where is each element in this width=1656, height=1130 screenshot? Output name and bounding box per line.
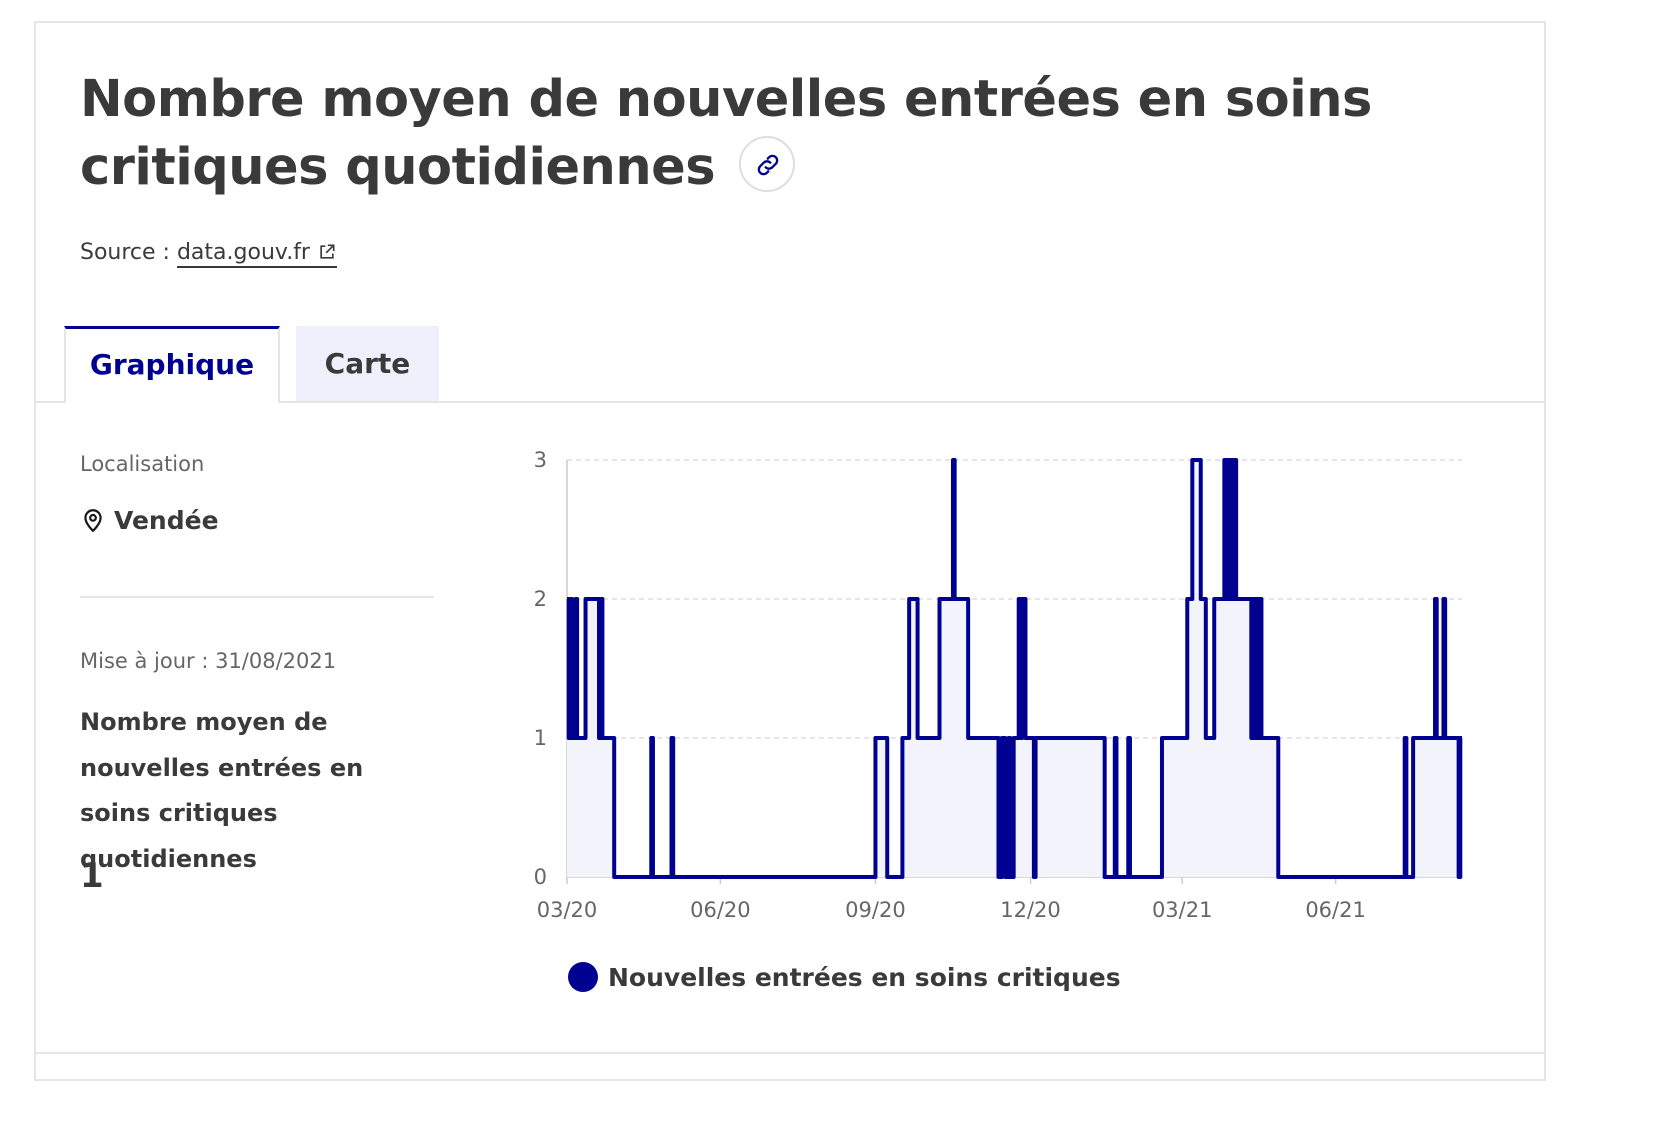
source-line: Source : data.gouv.fr [80,240,337,268]
x-tick-label: 06/20 [690,898,751,922]
y-tick-label: 1 [534,726,547,750]
y-tick-label: 2 [534,587,547,611]
tabs-baseline [34,401,1546,403]
chart: 0 1 2 3 03/20 06/20 09/20 12/20 03/21 06/21 [534,448,1463,922]
card-bottom-divider [34,1052,1546,1054]
external-link-icon [320,244,335,259]
location-name: Vendée [114,506,219,535]
tab-carte[interactable]: Carte [296,326,439,401]
page-title: Nombre moyen de nouvelles entrées en soi… [80,70,1372,197]
indicator-card [34,21,1546,1081]
update-date: Mise à jour : 31/08/2021 [80,649,337,673]
source-prefix: Source : [80,240,177,265]
legend-dot [568,962,598,992]
x-tick-label: 09/20 [845,898,906,922]
y-tick-label: 0 [534,865,547,889]
tab-graphique[interactable]: Graphique [64,326,280,403]
x-tick-label: 06/21 [1305,898,1366,922]
x-tick-label: 03/21 [1152,898,1213,922]
side-divider [80,596,434,598]
map-pin-icon [84,509,102,533]
copy-link-button[interactable] [739,136,796,192]
legend-label: Nouvelles entrées en soins critiques [608,963,1121,992]
series-area [567,460,1462,877]
metric-value: 1 [80,856,104,896]
location-label: Localisation [80,452,205,476]
location-value: Vendée [80,506,219,535]
x-tick-label: 03/20 [537,898,598,922]
y-tick-label: 3 [534,448,547,472]
metric-title: Nombre moyen de nouvelles entrées en soi… [80,708,364,873]
source-link[interactable]: data.gouv.fr [176,240,337,268]
link-icon [757,154,779,176]
series-line [566,458,1463,879]
chart-legend: Nouvelles entrées en soins critiques [568,962,1121,992]
x-tick-label: 12/20 [1000,898,1061,922]
